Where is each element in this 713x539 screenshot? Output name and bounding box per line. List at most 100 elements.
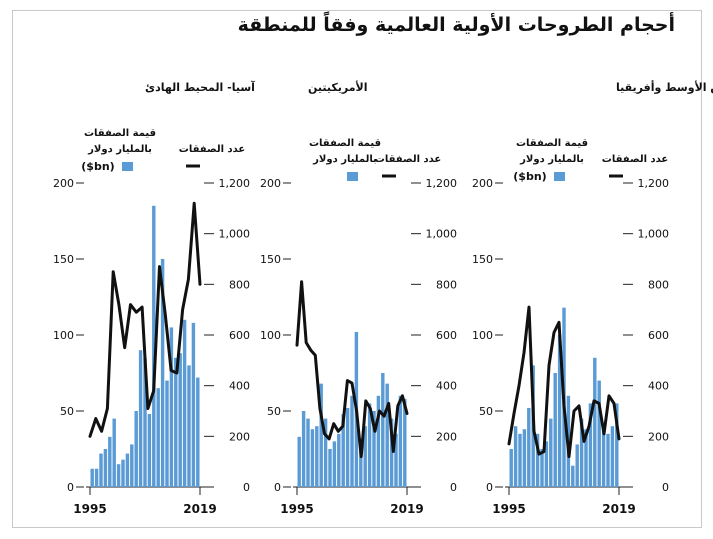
bar-legend-swatch	[122, 162, 133, 171]
value-bar	[319, 383, 323, 487]
right-axis-tick-label: 0	[662, 481, 669, 494]
value-unit-label: ($bn)	[513, 170, 546, 183]
value-bar	[376, 395, 381, 487]
left-axis-tick-label: 100	[472, 329, 493, 342]
left-axis-tick-label: 150	[53, 253, 74, 266]
left-axis-tick-label: 50	[267, 405, 281, 418]
value-bar	[301, 411, 306, 487]
left-axis-tick-label: 150	[472, 253, 493, 266]
right-axis-tick-label: 200	[229, 430, 250, 443]
right-axis-tick-label: 200	[436, 430, 457, 443]
value-bar	[601, 423, 606, 487]
value-bar	[389, 418, 394, 487]
value-label: قيمة الصفقات	[516, 138, 588, 149]
value-bar	[143, 357, 147, 487]
value-bar	[345, 407, 350, 487]
right-axis-tick-label: 1,200	[426, 177, 458, 190]
chart-title: أحجام الطروحات الأولية العالمية وفقاً لل…	[237, 14, 675, 36]
region-label: أوروبا والشرق الأوسط وأفريقيا	[616, 80, 713, 94]
region-label: الأمريكيتين	[308, 80, 368, 94]
value-bar	[130, 444, 134, 487]
value-bar	[367, 403, 372, 487]
deal-count-line	[507, 305, 621, 459]
value-bar	[615, 403, 619, 487]
right-axis-tick-label: 600	[436, 329, 457, 342]
value-bar	[147, 414, 152, 487]
x-axis-tick-label: 1995	[492, 502, 525, 516]
value-label-2: بالمليار دولار	[87, 144, 152, 155]
left-axis-tick-label: 150	[260, 253, 281, 266]
value-bar	[359, 438, 363, 487]
value-label-2: بالمليار دولار	[519, 154, 584, 165]
right-axis-tick-label: 0	[243, 481, 250, 494]
left-axis-tick-label: 100	[260, 329, 281, 342]
value-bar	[540, 449, 544, 487]
value-label-2: بالمليار دولار	[312, 154, 377, 165]
value-bar	[403, 398, 407, 487]
value-bar	[549, 418, 553, 487]
count-label: عدد الصفقات	[179, 144, 245, 155]
value-bar	[108, 436, 112, 487]
value-bar	[571, 465, 575, 487]
right-axis-tick-label: 1,000	[638, 228, 670, 241]
left-axis-tick-label: 0	[67, 481, 74, 494]
value-bar	[182, 319, 187, 487]
right-axis-tick-label: 200	[648, 430, 669, 443]
value-label: قيمة الصفقات	[84, 128, 156, 139]
value-bar	[593, 357, 597, 487]
left-axis-tick-label: 100	[53, 329, 74, 342]
value-label: قيمة الصفقات	[309, 138, 381, 149]
deal-count-line	[295, 280, 409, 459]
value-unit-label: ($bn)	[81, 160, 114, 173]
count-label: عدد الصفقات	[602, 154, 668, 165]
value-bar	[606, 433, 610, 487]
value-bar	[332, 441, 337, 487]
right-axis-tick-label: 400	[436, 380, 457, 393]
value-bar	[306, 418, 310, 487]
value-bar	[518, 433, 522, 487]
right-axis-tick-label: 1,000	[219, 228, 251, 241]
deal-count-line	[88, 201, 202, 438]
left-axis-tick-label: 50	[479, 405, 493, 418]
right-axis-tick-label: 1,200	[638, 177, 670, 190]
x-axis-tick-label: 2019	[390, 502, 423, 516]
value-bar	[610, 426, 615, 487]
value-bar	[169, 327, 174, 487]
left-axis-tick-label: 0	[274, 481, 281, 494]
x-axis-tick-label: 1995	[73, 502, 106, 516]
value-bar	[191, 322, 196, 487]
right-axis-tick-label: 400	[229, 380, 250, 393]
right-axis-tick-label: 1,000	[426, 228, 458, 241]
right-axis-tick-label: 600	[648, 329, 669, 342]
right-axis-tick-label: 400	[648, 380, 669, 393]
left-axis-tick-label: 50	[60, 405, 74, 418]
value-bar	[575, 444, 579, 487]
left-axis-tick-label: 200	[260, 177, 281, 190]
value-bar	[138, 350, 143, 487]
value-bar	[553, 373, 557, 487]
bar-legend-swatch	[554, 172, 565, 181]
value-bar	[513, 426, 518, 487]
value-bar	[323, 418, 328, 487]
value-bar	[535, 433, 540, 487]
value-bar	[99, 453, 103, 487]
value-bar	[121, 459, 125, 487]
x-axis-tick-label: 1995	[280, 502, 313, 516]
value-bar	[178, 353, 182, 487]
value-bar	[363, 426, 367, 487]
left-axis-tick-label: 0	[486, 481, 493, 494]
value-bar	[588, 403, 593, 487]
right-axis-tick-label: 800	[648, 278, 669, 291]
value-bar	[174, 357, 178, 487]
bar-legend-swatch	[347, 172, 358, 181]
value-bar	[584, 429, 588, 487]
value-bar	[522, 429, 527, 487]
count-label: عدد الصفقات	[375, 154, 441, 165]
value-bar	[297, 436, 301, 487]
value-bar	[134, 411, 138, 487]
value-bar	[372, 411, 376, 487]
value-bar	[196, 377, 200, 487]
value-bar	[544, 441, 549, 487]
region-label: آسيا- المحيط الهادئ	[145, 80, 255, 94]
